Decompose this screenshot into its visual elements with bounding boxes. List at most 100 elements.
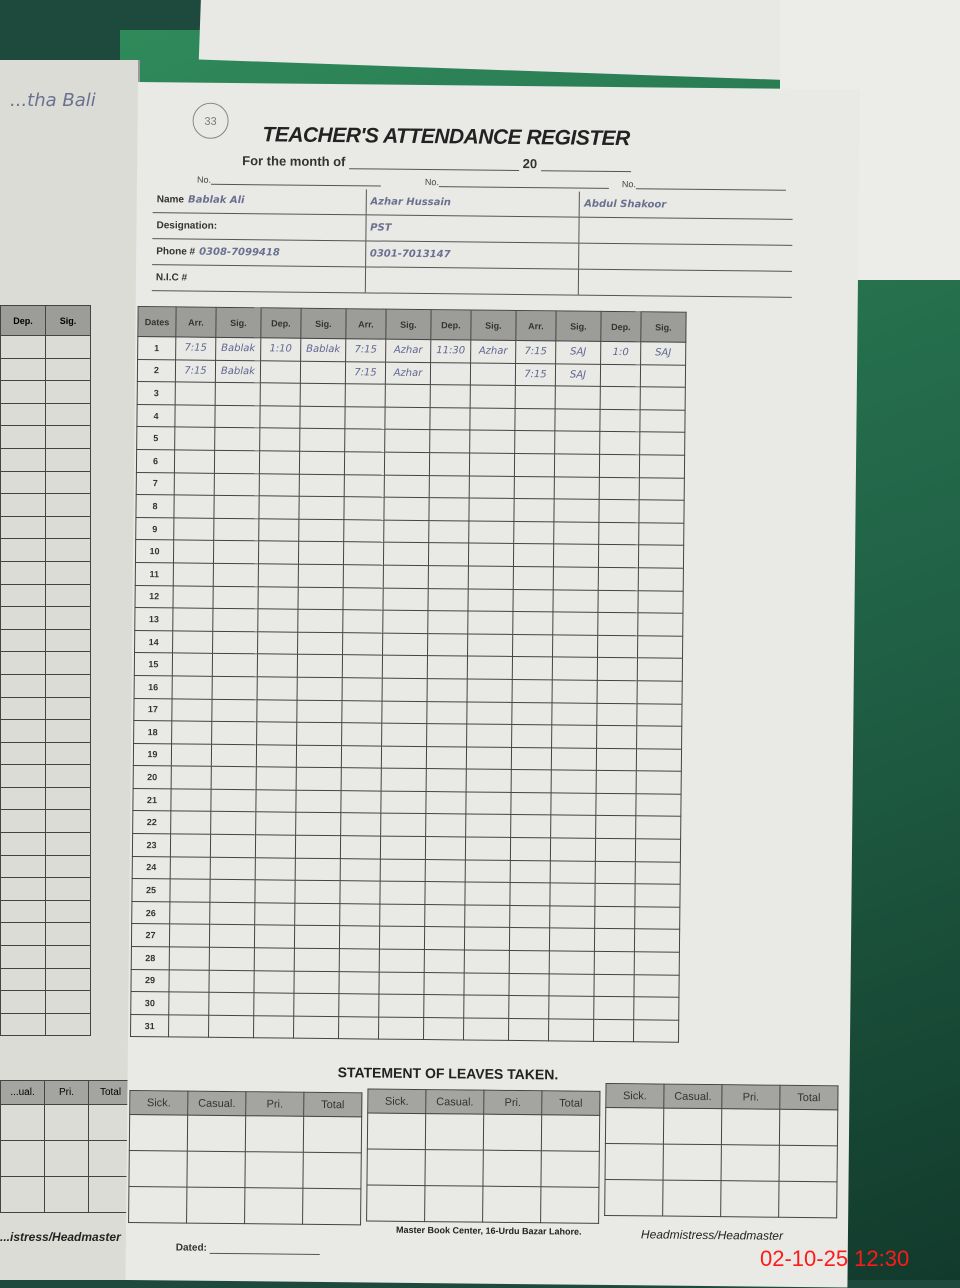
leaves-cell[interactable] [778, 1181, 838, 1218]
attendance-cell[interactable] [636, 703, 683, 727]
attendance-cell[interactable] [256, 721, 297, 745]
attendance-cell[interactable] [639, 432, 685, 456]
leaves-cell[interactable] [662, 1180, 722, 1217]
leaves-cell[interactable] [367, 1112, 426, 1150]
attendance-cell[interactable] [600, 386, 641, 410]
attendance-cell[interactable] [293, 993, 339, 1017]
attendance-cell[interactable] [596, 702, 638, 726]
leaves-cell[interactable] [366, 1148, 426, 1186]
attendance-cell[interactable] [296, 699, 343, 723]
leaves-cell[interactable] [779, 1145, 838, 1182]
attendance-cell[interactable] [298, 496, 345, 520]
attendance-cell[interactable] [553, 521, 599, 545]
attendance-cell[interactable]: SAJ [555, 363, 601, 387]
attendance-cell[interactable] [383, 565, 429, 589]
attendance-cell[interactable] [548, 1018, 594, 1042]
attendance-cell[interactable] [553, 499, 600, 523]
attendance-cell[interactable] [594, 906, 635, 930]
leaves-cell[interactable] [663, 1108, 722, 1145]
attendance-cell[interactable] [174, 472, 215, 496]
attendance-cell[interactable] [595, 793, 637, 817]
attendance-cell[interactable] [599, 431, 640, 455]
attendance-cell[interactable] [637, 612, 683, 636]
attendance-cell[interactable] [298, 518, 344, 543]
attendance-cell[interactable] [514, 430, 555, 454]
attendance-cell[interactable] [210, 789, 257, 813]
attendance-cell[interactable] [212, 585, 259, 609]
attendance-cell[interactable] [635, 793, 682, 817]
attendance-cell[interactable] [595, 860, 636, 884]
attendance-cell[interactable] [465, 791, 512, 815]
attendance-cell[interactable] [635, 838, 681, 862]
attendance-cell[interactable] [211, 721, 257, 745]
attendance-cell[interactable] [424, 926, 465, 950]
attendance-cell[interactable] [594, 928, 635, 952]
attendance-cell[interactable] [379, 926, 425, 950]
attendance-cell[interactable] [509, 927, 550, 951]
attendance-cell[interactable] [510, 792, 552, 816]
attendance-cell[interactable] [638, 567, 684, 591]
attendance-cell[interactable] [511, 747, 552, 771]
attendance-cell[interactable] [254, 925, 295, 949]
attendance-cell[interactable] [598, 567, 639, 591]
attendance-cell[interactable]: SAJ [640, 341, 686, 365]
leaves-cell[interactable] [720, 1180, 780, 1218]
leaves-cell[interactable] [303, 1116, 362, 1153]
attendance-cell[interactable] [175, 382, 216, 406]
attendance-cell[interactable] [174, 427, 215, 451]
attendance-cell[interactable] [170, 811, 211, 835]
attendance-cell[interactable] [427, 588, 469, 612]
attendance-cell[interactable]: Azhar [385, 361, 431, 385]
leaves-cell[interactable] [187, 1115, 246, 1152]
attendance-cell[interactable] [340, 858, 381, 882]
attendance-cell[interactable] [551, 724, 597, 749]
attendance-cell[interactable] [338, 1016, 379, 1040]
attendance-cell[interactable] [638, 545, 684, 569]
attendance-cell[interactable] [342, 587, 384, 611]
leaves-cell[interactable] [186, 1187, 245, 1224]
attendance-cell[interactable] [469, 407, 516, 431]
attendance-cell[interactable] [213, 495, 260, 519]
attendance-cell[interactable] [428, 542, 469, 566]
attendance-cell[interactable] [208, 1015, 254, 1039]
attendance-cell[interactable] [508, 1018, 549, 1042]
attendance-cell[interactable] [637, 680, 683, 704]
attendance-cell[interactable]: Azhar [385, 339, 431, 363]
attendance-cell[interactable] [383, 497, 430, 521]
attendance-cell[interactable] [215, 382, 261, 406]
attendance-cell[interactable] [514, 453, 555, 477]
attendance-cell[interactable] [640, 364, 686, 388]
attendance-cell[interactable] [465, 859, 511, 883]
attendance-cell[interactable] [295, 857, 341, 881]
attendance-cell[interactable] [638, 499, 685, 523]
attendance-cell[interactable]: 7:15 [175, 359, 216, 383]
attendance-cell[interactable] [636, 725, 682, 749]
attendance-cell[interactable] [429, 475, 470, 499]
attendance-cell[interactable] [513, 543, 554, 567]
attendance-cell[interactable] [169, 924, 210, 948]
attendance-cell[interactable]: 7:15 [175, 336, 216, 360]
attendance-cell[interactable] [209, 879, 256, 903]
attendance-cell[interactable] [300, 360, 346, 384]
attendance-cell[interactable] [298, 564, 344, 588]
leaves-cell[interactable] [244, 1187, 303, 1225]
attendance-cell[interactable] [427, 633, 468, 657]
attendance-cell[interactable] [257, 631, 298, 655]
attendance-cell[interactable] [255, 834, 296, 858]
attendance-cell[interactable] [638, 522, 684, 546]
attendance-cell[interactable] [384, 406, 431, 430]
attendance-cell[interactable] [170, 833, 211, 857]
attendance-cell[interactable] [512, 679, 553, 703]
attendance-cell[interactable] [594, 951, 635, 975]
attendance-cell[interactable] [258, 541, 299, 565]
attendance-cell[interactable] [168, 992, 209, 1016]
attendance-cell[interactable] [382, 587, 429, 611]
leaves-cell[interactable] [424, 1149, 484, 1187]
attendance-cell[interactable] [210, 811, 256, 835]
attendance-cell[interactable] [423, 1017, 464, 1041]
attendance-cell[interactable] [381, 723, 427, 747]
attendance-cell[interactable] [636, 771, 682, 795]
leaves-cell[interactable] [186, 1151, 246, 1188]
attendance-cell[interactable] [515, 385, 556, 409]
attendance-cell[interactable] [633, 974, 680, 998]
